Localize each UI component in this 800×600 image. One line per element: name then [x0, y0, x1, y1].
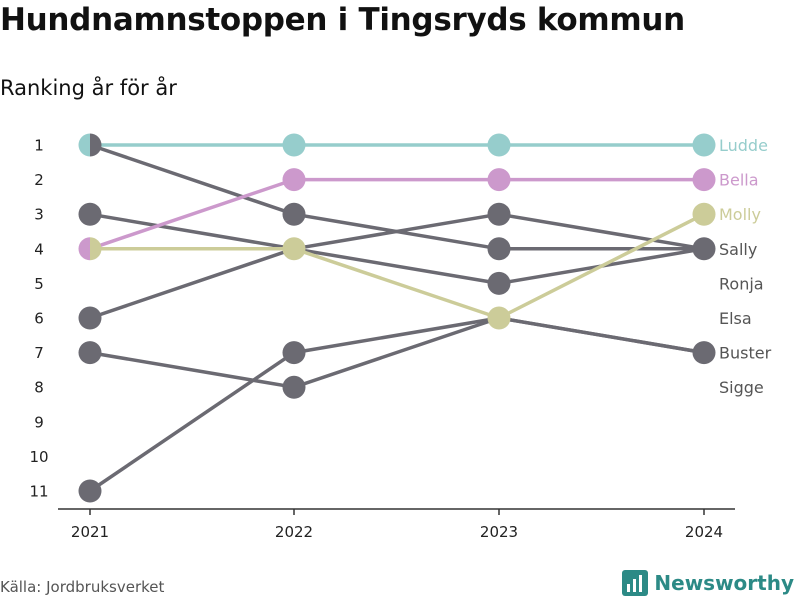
y-tick-label: 8 [34, 379, 44, 397]
y-tick-label: 10 [29, 448, 48, 466]
data-point [78, 202, 102, 226]
bar-chart-icon [622, 570, 649, 596]
y-tick-label: 2 [34, 171, 44, 189]
data-point [487, 306, 511, 330]
series-end-label: Ronja [719, 274, 764, 293]
data-point [692, 237, 716, 261]
data-point [487, 237, 511, 261]
y-tick-label: 5 [34, 275, 44, 293]
data-point [692, 202, 716, 226]
data-point [487, 202, 511, 226]
data-point [78, 479, 102, 503]
data-point [78, 133, 90, 157]
series-end-label: Elsa [719, 309, 752, 328]
data-point [282, 168, 306, 192]
series-end-label: Bella [719, 171, 759, 190]
series-line [88, 316, 706, 389]
data-point [282, 375, 306, 399]
data-point [90, 133, 102, 157]
series-line [88, 212, 706, 320]
data-point [487, 168, 511, 192]
data-point [282, 341, 306, 365]
data-point [692, 168, 716, 192]
y-tick-label: 1 [34, 137, 44, 155]
series-end-label: Ludde [719, 136, 768, 155]
brand-logo: Newsworthy [622, 570, 794, 596]
data-point [282, 237, 306, 261]
x-tick-label: 2021 [71, 523, 109, 541]
data-point [78, 237, 90, 261]
y-tick-label: 4 [34, 240, 44, 258]
x-tick-label: 2024 [685, 523, 723, 541]
data-point [90, 237, 102, 261]
y-tick-label: 3 [34, 206, 44, 224]
source-note: Källa: Jordbruksverket [0, 578, 165, 596]
series-end-label: Sally [719, 240, 757, 259]
data-point [282, 133, 306, 157]
chart-title: Hundnamnstoppen i Tingsryds kommun [0, 2, 685, 38]
series-line [88, 177, 706, 251]
data-point [692, 341, 716, 365]
data-point [78, 306, 102, 330]
y-tick-label: 7 [34, 344, 44, 362]
series-end-label: Sigge [719, 378, 764, 397]
data-point [692, 133, 716, 157]
y-tick-label: 6 [34, 310, 44, 328]
y-tick-label: 11 [29, 483, 48, 501]
x-tick-label: 2022 [275, 523, 313, 541]
x-tick-label: 2023 [480, 523, 518, 541]
series-line [88, 316, 706, 493]
data-point [282, 202, 306, 226]
chart-subtitle: Ranking år för år [0, 76, 177, 100]
series-end-label: Molly [719, 205, 761, 224]
data-point [78, 341, 102, 365]
series-end-label: Buster [719, 344, 772, 363]
data-point [487, 133, 511, 157]
brand-name: Newsworthy [654, 571, 794, 595]
data-point [487, 271, 511, 295]
series-line [88, 212, 706, 320]
y-tick-label: 9 [34, 413, 44, 431]
